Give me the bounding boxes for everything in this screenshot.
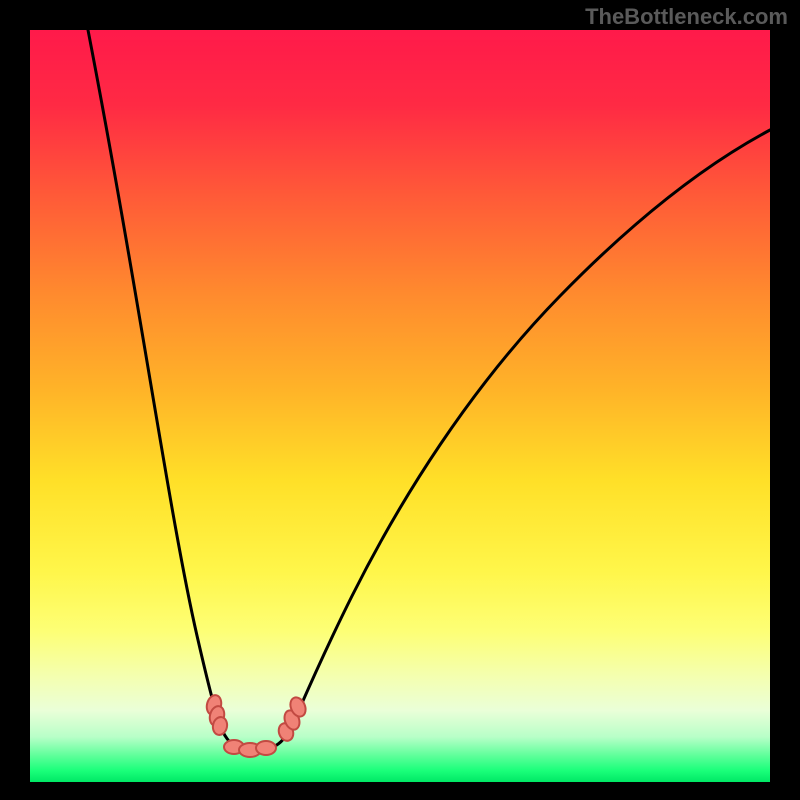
chart-container: TheBottleneck.com <box>0 0 800 800</box>
watermark-text: TheBottleneck.com <box>585 4 788 30</box>
bottleneck-chart <box>0 0 800 800</box>
marker-cluster-bottom <box>224 740 276 757</box>
curve-marker <box>256 741 276 755</box>
plot-background <box>30 30 770 782</box>
